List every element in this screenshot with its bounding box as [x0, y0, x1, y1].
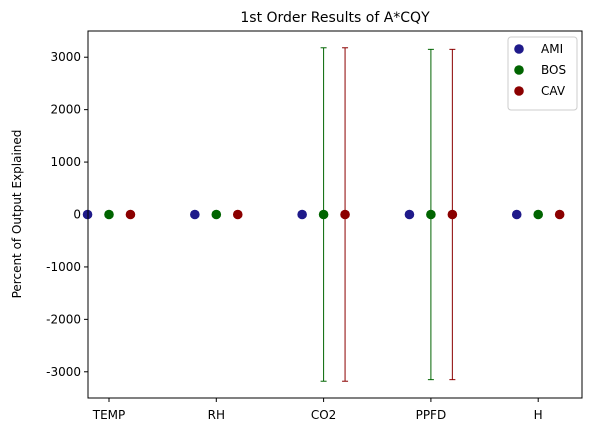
y-tick-label: -3000	[46, 365, 81, 379]
data-point-ami	[511, 209, 522, 220]
y-tick-label: 3000	[50, 50, 81, 64]
x-tick-label: TEMP	[92, 408, 126, 422]
data-point-ami	[404, 209, 415, 220]
legend-label: BOS	[541, 63, 566, 77]
y-tick-label: 1000	[50, 155, 81, 169]
legend-marker	[514, 86, 524, 96]
legend-label: CAV	[541, 84, 566, 98]
legend-marker	[514, 44, 524, 54]
x-tick-label: H	[534, 408, 543, 422]
y-tick-label: 0	[73, 208, 81, 222]
y-tick-label: -1000	[46, 260, 81, 274]
chart-title: 1st Order Results of A*CQY	[240, 10, 430, 26]
data-point-bos	[104, 209, 114, 220]
legend: AMI BOS CAV	[507, 36, 578, 111]
data-point-ami	[190, 209, 200, 220]
x-tick-label: PPFD	[416, 408, 447, 422]
legend-box	[507, 36, 578, 111]
y-tick-label: -2000	[46, 312, 81, 326]
y-tick-label: 2000	[50, 103, 81, 117]
plot-area: -3000 -2000 -1000 0 1000 2000 3000 TEMP RH CO2 PPF…	[46, 47, 565, 422]
data-point-ami	[297, 209, 307, 220]
x-tick-label: CO2	[311, 408, 336, 422]
data-point-cav	[447, 209, 458, 220]
data-point-cav	[340, 209, 350, 220]
data-point-bos	[211, 209, 222, 220]
data-point-cav	[232, 209, 243, 220]
data-point-cav	[554, 209, 565, 220]
data-point-bos	[533, 209, 543, 220]
data-point-cav	[125, 209, 136, 220]
legend-label: AMI	[541, 42, 563, 56]
x-tick-label: RH	[208, 408, 225, 422]
y-axis-label: Percent of Output Explained	[10, 130, 24, 299]
data-point-bos	[318, 209, 329, 220]
plot-frame	[87, 30, 583, 399]
legend-marker	[514, 65, 524, 75]
data-point-bos	[426, 209, 436, 220]
